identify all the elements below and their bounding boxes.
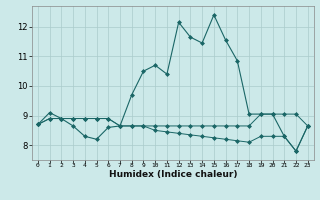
X-axis label: Humidex (Indice chaleur): Humidex (Indice chaleur) [108, 170, 237, 179]
